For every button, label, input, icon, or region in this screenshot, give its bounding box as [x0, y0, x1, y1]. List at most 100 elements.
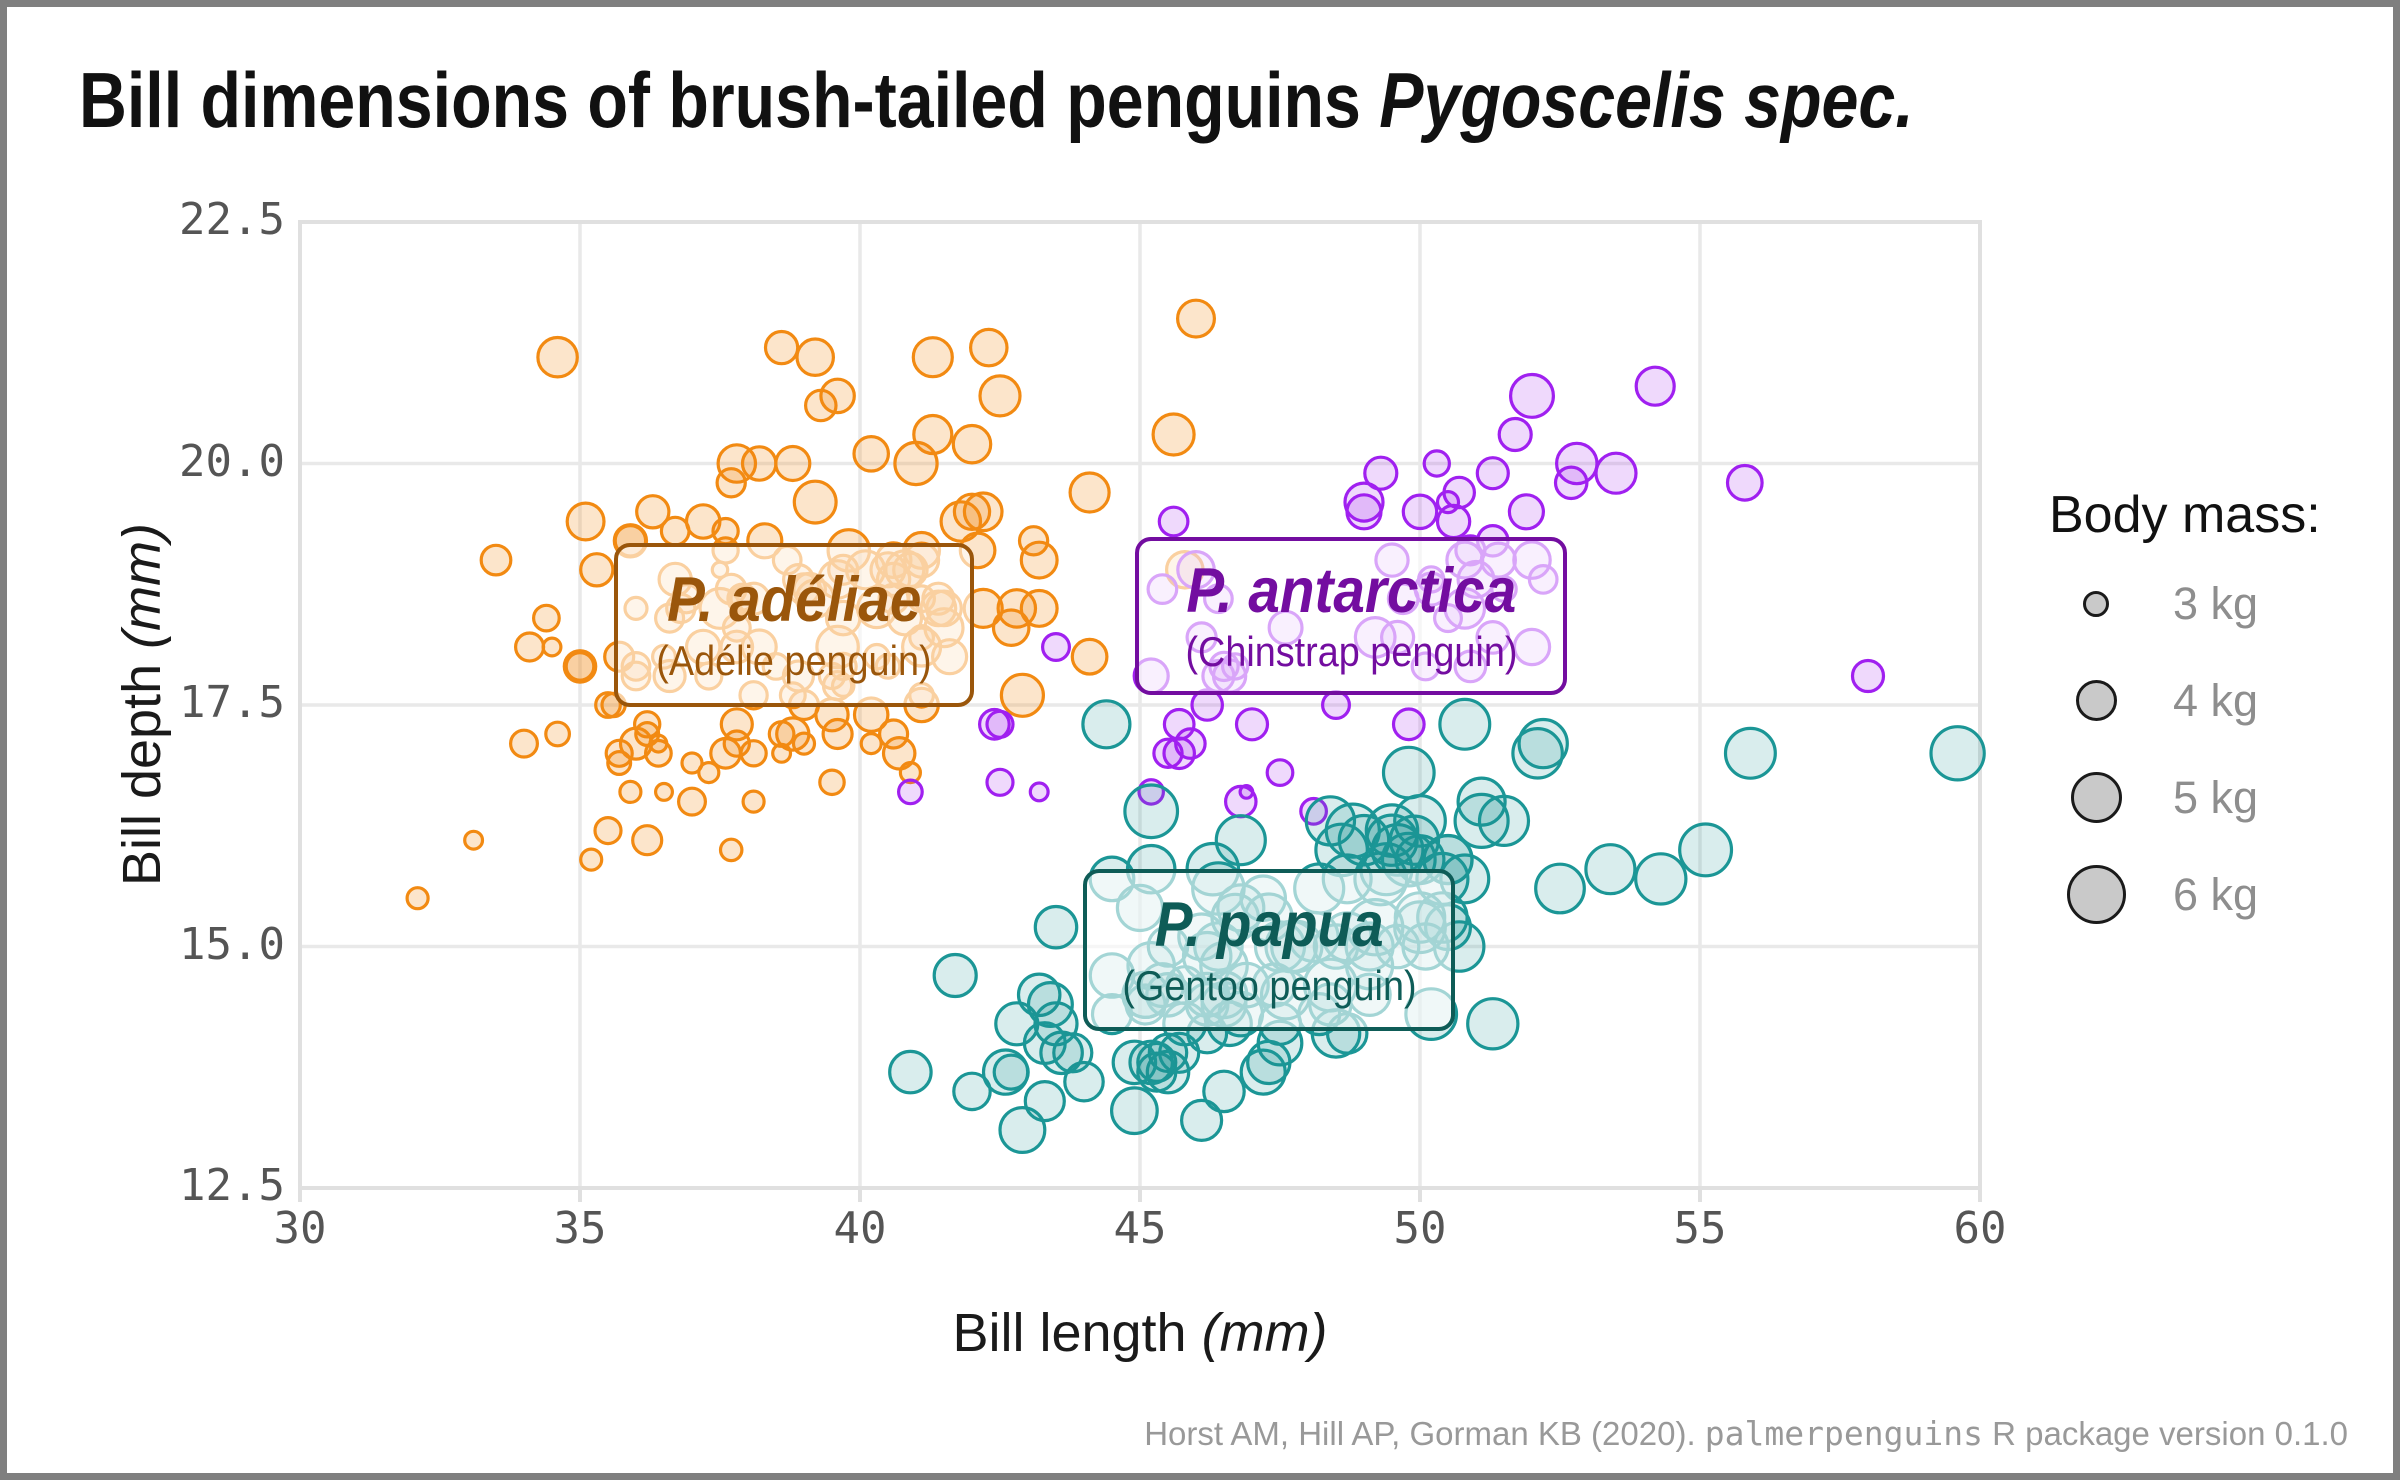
data-point-chinstrap	[1508, 372, 1555, 419]
data-point-adelie	[774, 444, 812, 483]
data-point-chinstrap	[1157, 505, 1190, 538]
data-point-adelie	[739, 739, 768, 768]
data-point-gentoo	[932, 952, 978, 999]
data-point-adelie	[715, 467, 747, 499]
data-point-gentoo	[1453, 792, 1510, 850]
species-label-adelie: P. adéliae (Adélie penguin)	[614, 543, 974, 707]
data-point-adelie	[618, 726, 654, 761]
x-axis-title-text: Bill length	[952, 1303, 1202, 1363]
data-point-gentoo	[1214, 814, 1267, 867]
data-point-gentoo	[1202, 1069, 1246, 1114]
data-point-adelie	[532, 603, 561, 633]
data-point-gentoo	[1239, 1048, 1287, 1096]
data-point-adelie	[541, 636, 563, 658]
data-point-chinstrap	[1850, 658, 1886, 694]
data-point-adelie	[1070, 637, 1109, 676]
y-tick-label: 12.5	[179, 1160, 285, 1211]
data-point-chinstrap	[1475, 456, 1510, 491]
data-point-adelie	[877, 718, 910, 750]
data-point-gentoo	[1388, 814, 1441, 866]
data-point-adelie	[968, 327, 1009, 368]
chart-title-regular: Bill dimensions of brush-tailed penguins	[79, 56, 1380, 144]
data-point-adelie	[562, 649, 598, 684]
data-point-adelie	[718, 837, 744, 863]
data-point-adelie	[740, 445, 778, 482]
data-point-adelie	[791, 731, 817, 756]
data-point-adelie	[479, 543, 513, 577]
data-point-adelie	[676, 786, 707, 817]
data-point-adelie	[618, 779, 643, 805]
data-point-adelie	[565, 501, 606, 542]
caption-package-name: palmerpenguins	[1704, 1414, 1983, 1453]
data-point-adelie	[763, 329, 800, 366]
data-point-chinstrap	[1265, 758, 1295, 787]
data-point-adelie	[509, 728, 540, 759]
scatter-plot	[298, 220, 1986, 1202]
data-point-chinstrap	[1507, 493, 1546, 531]
chart-title: Bill dimensions of brush-tailed penguins…	[79, 55, 1914, 146]
data-point-adelie	[604, 738, 634, 768]
x-tick-label: 35	[553, 1203, 607, 1254]
x-axis-title: Bill length (mm)	[300, 1302, 1980, 1364]
data-point-chinstrap	[897, 778, 924, 806]
legend-item: 5 kg	[2049, 749, 2258, 846]
legend-item-label: 6 kg	[2173, 868, 2259, 920]
legend-item-label: 3 kg	[2173, 577, 2259, 629]
data-point-gentoo	[1022, 1021, 1067, 1066]
data-point-adelie	[792, 479, 838, 525]
data-point-adelie	[818, 768, 846, 797]
data-point-gentoo	[1179, 1098, 1224, 1143]
data-point-adelie	[859, 731, 883, 756]
data-point-gentoo	[1517, 717, 1569, 770]
data-point-gentoo	[1026, 980, 1074, 1028]
circle-icon	[2075, 680, 2117, 721]
data-point-chinstrap	[1634, 365, 1676, 407]
data-point-gentoo	[1033, 904, 1079, 950]
caption-pre: Horst AM, Hill AP, Gorman KB (2020).	[1144, 1415, 1705, 1452]
y-tick-label: 22.5	[179, 194, 285, 245]
data-point-gentoo	[952, 1071, 992, 1112]
data-point-adelie	[633, 710, 662, 739]
legend-item: 6 kg	[2049, 846, 2258, 943]
data-point-adelie	[1151, 412, 1196, 457]
data-point-chinstrap	[1435, 503, 1472, 540]
y-tick-label: 20.0	[179, 435, 285, 487]
legend-size-items: 3 kg 4 kg 5 kg 6 kg	[2049, 555, 2258, 943]
data-point-gentoo	[1381, 745, 1436, 800]
data-point-chinstrap	[1442, 475, 1476, 510]
legend-size-circle	[2049, 865, 2143, 924]
data-point-adelie	[579, 552, 615, 588]
data-point-adelie	[1019, 588, 1059, 628]
data-point-adelie	[795, 337, 836, 378]
data-point-gentoo	[1123, 783, 1180, 840]
data-point-chinstrap	[1162, 736, 1196, 771]
data-point-adelie	[881, 735, 917, 771]
data-point-chinstrap	[1028, 781, 1050, 803]
data-point-gentoo	[1109, 1086, 1159, 1136]
species-common-gentoo: (Gentoo penguin)	[1121, 962, 1417, 1009]
x-tick-label: 60	[1953, 1203, 2007, 1254]
data-point-adelie	[536, 335, 579, 379]
data-point-gentoo	[1466, 997, 1520, 1051]
species-common-adelie: (Adélie penguin)	[656, 637, 932, 684]
data-point-chinstrap	[1594, 451, 1638, 495]
circle-icon	[2083, 590, 2109, 617]
species-label-gentoo: P. papua (Gentoo penguin)	[1083, 869, 1455, 1031]
axis-tick-marks	[298, 1188, 1982, 1202]
data-point-chinstrap	[1555, 441, 1599, 486]
data-point-adelie	[697, 760, 721, 785]
data-point-adelie	[962, 491, 1004, 533]
x-tick-label: 55	[1673, 1203, 1727, 1254]
data-point-adelie	[821, 717, 854, 751]
data-point-gentoo	[1477, 794, 1531, 848]
data-point-adelie	[767, 720, 796, 748]
data-point-adelie	[631, 824, 664, 857]
data-point-gentoo	[1929, 725, 1986, 782]
data-point-gentoo	[1324, 802, 1381, 859]
data-point-adelie	[684, 503, 722, 540]
data-point-gentoo	[1081, 699, 1132, 750]
data-point-adelie	[741, 789, 766, 814]
data-point-gentoo	[992, 1053, 1030, 1091]
y-axis-title-text: Bill depth	[112, 648, 172, 887]
x-tick-label: 45	[1113, 1203, 1167, 1254]
